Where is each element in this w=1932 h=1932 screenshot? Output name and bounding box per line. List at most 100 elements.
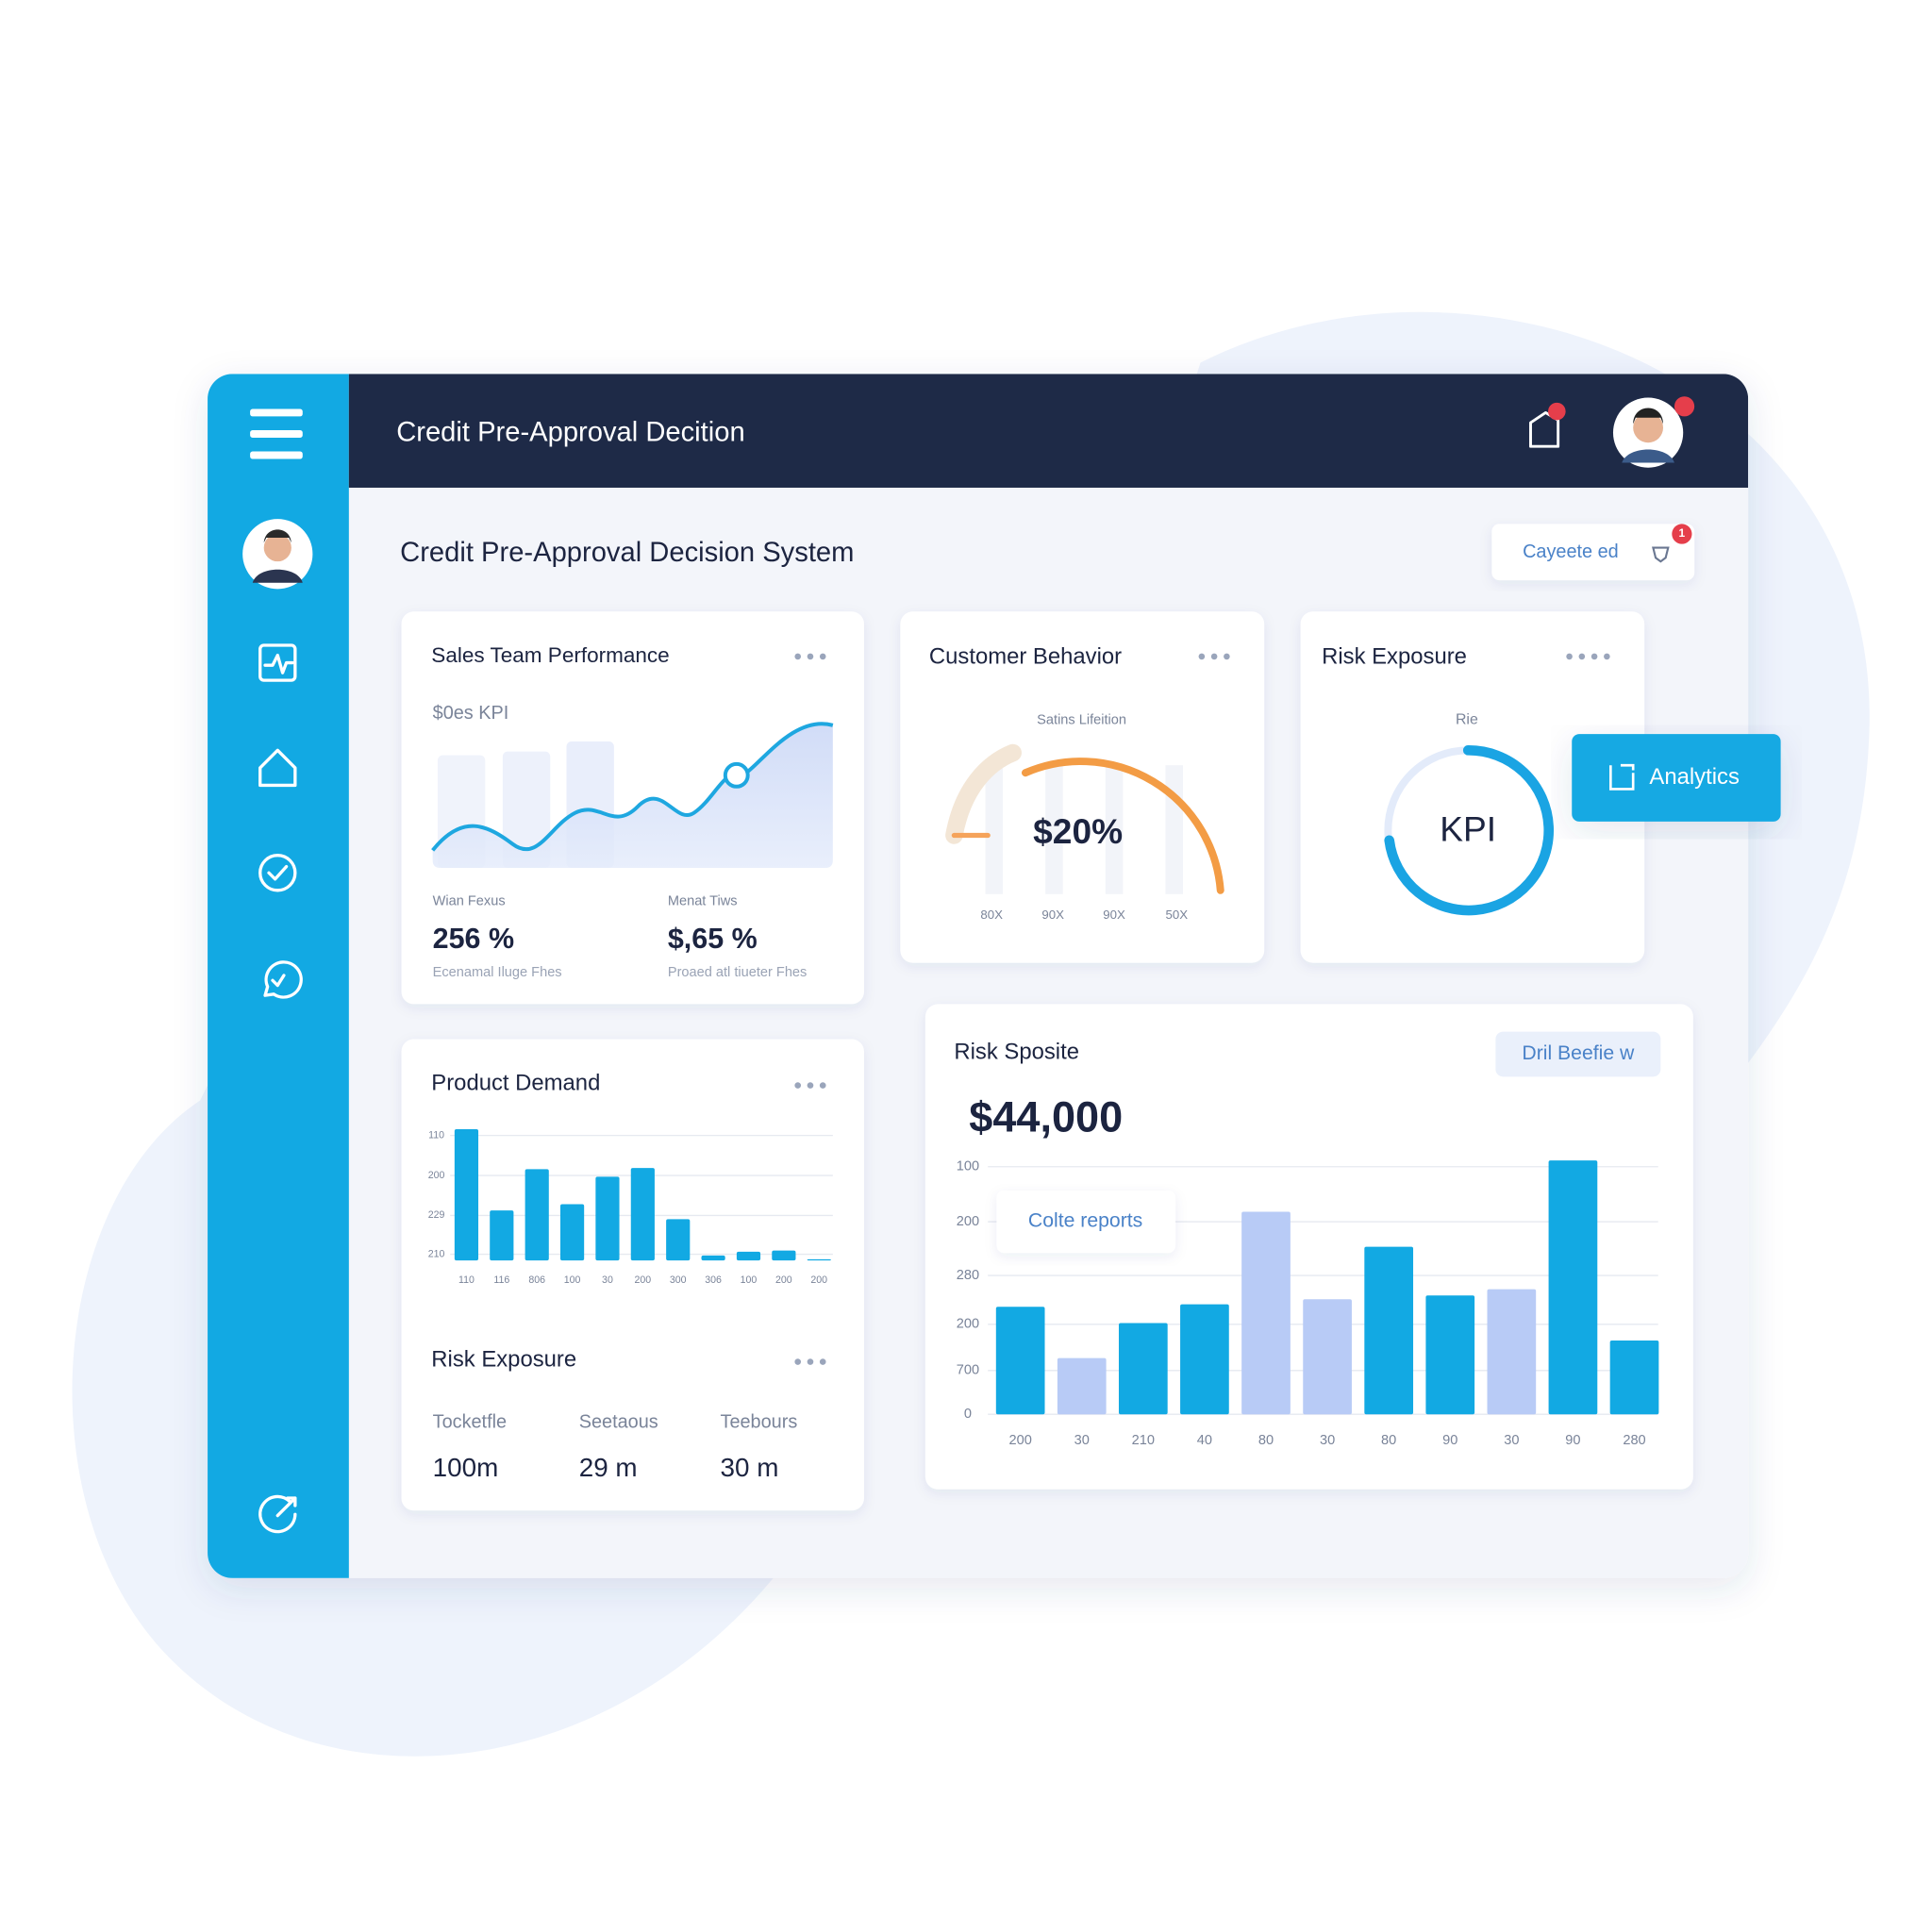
bar	[1425, 1295, 1475, 1415]
analytics-label: Analytics	[1649, 764, 1740, 790]
bar	[736, 1251, 761, 1261]
x-tick-label: 280	[1623, 1433, 1645, 1448]
gauge-tick: 90X	[1041, 908, 1064, 922]
drill-button-label: Dril Beefie w	[1522, 1042, 1635, 1064]
bar	[1609, 1341, 1659, 1415]
bar	[666, 1219, 691, 1261]
stat-note: Ecenamal Iluge Fhes	[433, 965, 562, 980]
x-tick-label: 30	[1074, 1433, 1090, 1448]
y-tick-label: 280	[957, 1268, 979, 1283]
y-tick-label: 200	[957, 1214, 979, 1229]
gauge-tick: 50X	[1166, 908, 1189, 922]
x-tick-label: 90	[1565, 1433, 1580, 1448]
y-tick-label: 229	[428, 1209, 445, 1221]
x-tick-label: 100	[564, 1274, 581, 1286]
page-title: Credit Pre-Approval Decision System	[400, 538, 854, 568]
analytics-icon	[1609, 763, 1635, 791]
bar	[995, 1307, 1045, 1415]
risk-card	[1300, 611, 1645, 963]
x-tick-label: 30	[602, 1274, 613, 1286]
gauge-value: $20%	[1033, 811, 1123, 851]
menu-icon[interactable]	[250, 408, 303, 459]
stat-label: Wian Fexus	[433, 894, 506, 909]
x-tick-label: 80	[1258, 1433, 1274, 1448]
bar	[1303, 1299, 1352, 1415]
bar	[559, 1204, 585, 1261]
bar	[525, 1169, 549, 1261]
card-title: Risk Sposite	[954, 1039, 1079, 1064]
drill-button[interactable]	[1495, 1031, 1661, 1077]
button-badge: 1	[1679, 526, 1686, 540]
bar	[701, 1255, 725, 1261]
y-tick-label: 700	[957, 1363, 979, 1378]
bar	[630, 1168, 655, 1261]
settings-icon[interactable]	[258, 1494, 297, 1534]
analytics-button[interactable]	[1572, 734, 1781, 822]
chat-icon[interactable]	[263, 960, 303, 999]
card-subtitle: $0es KPI	[433, 703, 509, 724]
x-tick-label: 100	[741, 1274, 758, 1286]
card-subtitle: Rie	[1456, 712, 1478, 728]
item-label: Seetaous	[579, 1412, 658, 1433]
kpi-center: KPI	[1440, 808, 1496, 848]
sales-card	[401, 611, 864, 1005]
x-tick-label: 200	[775, 1274, 792, 1286]
x-tick-label: 110	[458, 1274, 475, 1286]
bar	[1364, 1246, 1414, 1415]
x-tick-label: 300	[670, 1274, 687, 1286]
bar	[807, 1258, 831, 1261]
item-value: 100m	[433, 1453, 499, 1482]
stat-value: $,65 %	[668, 923, 758, 955]
x-tick-label: 200	[1008, 1433, 1031, 1448]
card-subtitle: Satins Lifeition	[1037, 712, 1126, 727]
x-tick-label: 30	[1320, 1433, 1335, 1448]
bar	[595, 1176, 620, 1261]
gauge-tick: 90X	[1103, 908, 1125, 922]
check-icon[interactable]	[258, 854, 297, 892]
sales-area-chart	[431, 722, 834, 868]
x-tick-label: 30	[1504, 1433, 1519, 1448]
product-card	[401, 1039, 864, 1511]
stat-value: 256 %	[433, 923, 514, 955]
x-tick-label: 306	[705, 1274, 722, 1286]
window-frame	[208, 374, 1749, 1578]
y-tick-label: 110	[428, 1129, 444, 1141]
tooltip	[996, 1190, 1176, 1254]
bar	[1487, 1289, 1537, 1415]
x-tick-label: 116	[493, 1274, 509, 1286]
top-button[interactable]	[1491, 524, 1695, 581]
item-label: Teebours	[721, 1412, 798, 1433]
x-tick-label: 40	[1197, 1433, 1212, 1448]
header-bar	[348, 374, 1749, 488]
y-tick-label: 0	[964, 1407, 972, 1422]
bar	[454, 1128, 479, 1261]
top-button-label: Cayeete ed	[1523, 541, 1619, 562]
x-tick-label: 200	[634, 1274, 651, 1286]
stat-note: Proaed atl tiueter Fhes	[668, 965, 807, 980]
card-title: Customer Behavior	[929, 644, 1122, 670]
kpi-ring	[1384, 745, 1554, 916]
amount: $44,000	[969, 1093, 1123, 1141]
tooltip-label: Colte reports	[1028, 1210, 1142, 1232]
card-menus[interactable]	[794, 653, 1610, 1365]
button-icon	[1652, 546, 1670, 563]
gauge-tick: 80X	[980, 908, 1003, 922]
item-label: Tocketfle	[433, 1412, 507, 1433]
chart-icon[interactable]	[258, 643, 297, 682]
x-tick-label: 210	[1132, 1433, 1155, 1448]
y-tick-label: 200	[957, 1317, 979, 1332]
home-icon[interactable]	[258, 748, 297, 788]
user-avatar[interactable]	[1612, 396, 1695, 468]
y-tick-label: 100	[957, 1159, 979, 1174]
bar	[1180, 1304, 1229, 1415]
x-tick-label: 200	[810, 1274, 827, 1286]
item-value: 29 m	[579, 1453, 638, 1482]
sidebar-avatar[interactable]	[242, 519, 313, 590]
bar	[1548, 1160, 1598, 1415]
notification-icon[interactable]	[1529, 402, 1566, 448]
stat-label: Menat Tiws	[668, 894, 738, 909]
card-title: Product Demand	[431, 1071, 600, 1096]
x-tick-label: 90	[1442, 1433, 1457, 1448]
